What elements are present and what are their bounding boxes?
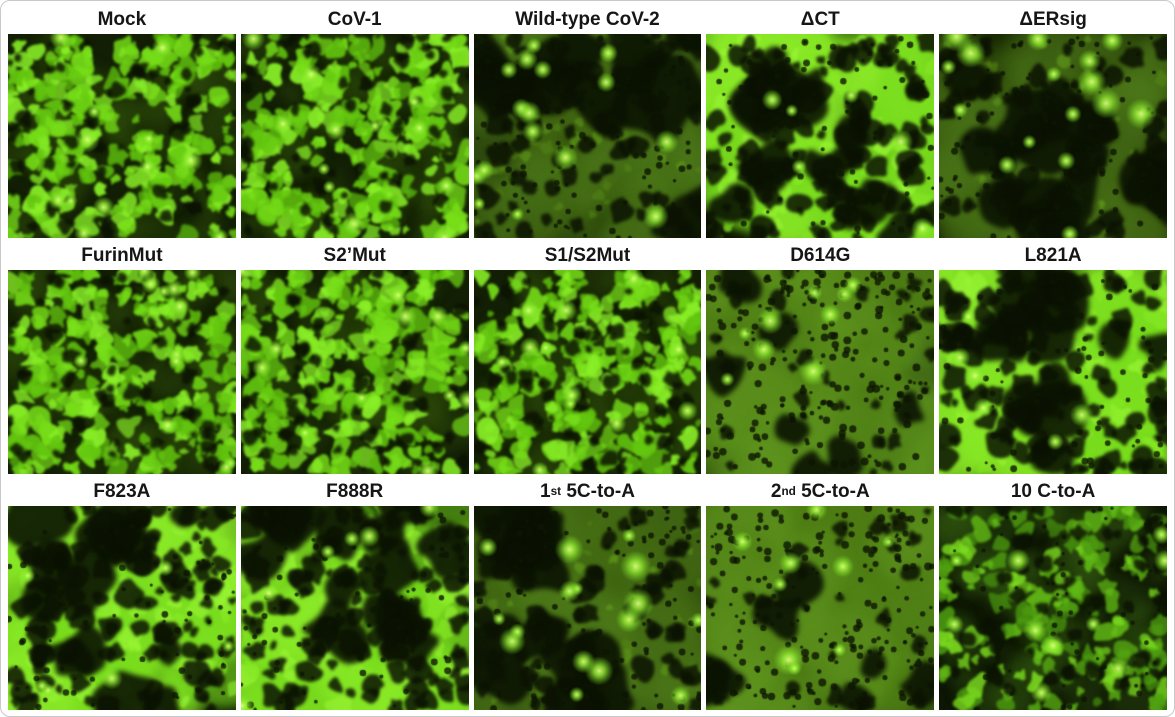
micrograph-image <box>939 506 1167 710</box>
panel-label-text: CoV-1 <box>327 9 382 30</box>
micrograph-panel <box>939 34 1167 238</box>
panel-label-text: L821A <box>1024 245 1082 266</box>
row-image-band <box>8 34 1167 238</box>
panel-label: Mock <box>8 6 236 34</box>
row-label-band: FurinMut S2’Mut S1/S2Mut D614G L821A <box>8 242 1167 270</box>
panel-label: CoV-1 <box>241 6 469 34</box>
micrograph-panel <box>473 506 702 710</box>
micrograph-panel <box>706 506 935 710</box>
panel-label-text: S1/S2Mut <box>544 245 631 266</box>
micrograph-image <box>240 506 469 710</box>
micrograph-image <box>240 34 469 238</box>
panel-label-text: 5C-to-A <box>795 481 870 502</box>
panel-label-text: 2 <box>770 481 782 502</box>
micrograph-panel <box>939 506 1167 710</box>
panel-label: L821A <box>939 242 1167 270</box>
micrograph-panel <box>240 270 469 474</box>
micrograph-panel <box>240 506 469 710</box>
panel-label: Wild-type CoV-2 <box>474 6 702 34</box>
panel-label: F888R <box>241 478 469 506</box>
micrograph-image <box>473 506 702 710</box>
micrograph-image <box>706 506 935 710</box>
panel-label-superscript: st <box>550 485 562 499</box>
panel-label-text: F823A <box>93 481 151 502</box>
micrograph-panel <box>8 34 236 238</box>
panel-label: F823A <box>8 478 236 506</box>
panel-label-text: S2’Mut <box>323 245 386 266</box>
panel-label: D614G <box>706 242 934 270</box>
panel-label-text: ΔCT <box>800 9 840 30</box>
micrograph-image <box>473 34 702 238</box>
panel-label-superscript: nd <box>781 485 796 499</box>
panel-label-text: Mock <box>97 9 147 30</box>
figure-row: FurinMut S2’Mut S1/S2Mut D614G L821A <box>8 242 1167 474</box>
panel-label: S1/S2Mut <box>474 242 702 270</box>
micrograph-panel <box>473 34 702 238</box>
micrograph-panel <box>706 34 935 238</box>
micrograph-image <box>240 270 469 474</box>
panel-label: ΔERsig <box>939 6 1167 34</box>
panel-label-text: 1 <box>540 481 551 502</box>
micrograph-image <box>8 270 236 474</box>
panel-label-text: FurinMut <box>81 245 163 266</box>
panel-label: ΔCT <box>706 6 934 34</box>
micrograph-panel <box>473 270 702 474</box>
micrograph-panel <box>939 270 1167 474</box>
micrograph-image <box>473 270 702 474</box>
panel-label-text: Wild-type CoV-2 <box>515 9 660 30</box>
panel-label-text: ΔERsig <box>1019 9 1087 30</box>
panel-label: 10 C-to-A <box>939 478 1167 506</box>
figure-row: Mock CoV-1 Wild-type CoV-2 ΔCT ΔERsig <box>8 6 1167 238</box>
row-label-band: Mock CoV-1 Wild-type CoV-2 ΔCT ΔERsig <box>8 6 1167 34</box>
micrograph-image <box>706 34 935 238</box>
panel-label-text: F888R <box>326 481 384 502</box>
micrograph-image <box>8 506 236 710</box>
micrograph-panel <box>240 34 469 238</box>
row-image-band <box>8 506 1167 710</box>
panel-label-text: 5C-to-A <box>561 481 635 502</box>
panel-label-text: D614G <box>790 245 851 266</box>
micrograph-image <box>939 270 1167 474</box>
row-image-band <box>8 270 1167 474</box>
micrograph-image <box>8 34 236 238</box>
micrograph-image <box>939 34 1167 238</box>
micrograph-panel <box>8 506 236 710</box>
panel-label: S2’Mut <box>241 242 469 270</box>
micrograph-image <box>706 270 935 474</box>
micrograph-panel <box>706 270 935 474</box>
panel-label: FurinMut <box>8 242 236 270</box>
micrograph-panel <box>8 270 236 474</box>
panel-label-text: 10 C-to-A <box>1010 481 1096 502</box>
